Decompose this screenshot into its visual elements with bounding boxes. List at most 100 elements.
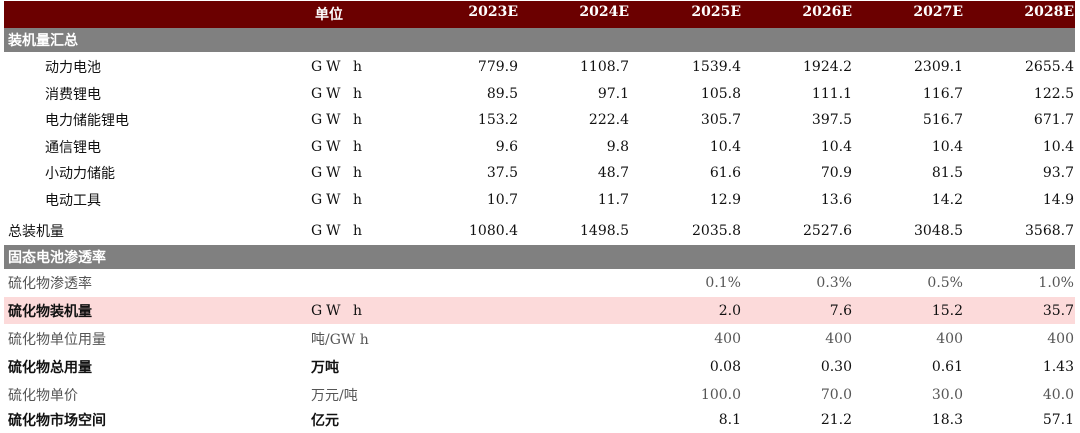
value-cell: 10.7 xyxy=(486,191,518,208)
value-cell: 2309.1 xyxy=(914,58,963,75)
value-cell: 57.1 xyxy=(1042,411,1074,428)
value-cell: 9.6 xyxy=(495,138,518,155)
value-cell: 70.0 xyxy=(820,386,852,403)
row-unit: GW h xyxy=(311,222,367,239)
value-cell: 7.6 xyxy=(829,302,852,319)
table-row: 消费锂电 GW h 89.5 97.1 105.8 111.1 116.7 12… xyxy=(4,80,1075,107)
value-cell: 0.5% xyxy=(927,274,963,291)
table-row: 电动工具 GW h 10.7 11.7 12.9 13.6 14.2 14.9 xyxy=(4,186,1075,213)
value-cell: 0.61 xyxy=(931,358,963,375)
value-cell: 10.4 xyxy=(1042,138,1074,155)
value-cell: 122.5 xyxy=(1033,85,1074,102)
table-row-total: 总装机量 GW h 1080.4 1498.5 2035.8 2527.6 30… xyxy=(4,217,1075,244)
value-cell: 2527.6 xyxy=(803,222,852,239)
row-unit: GW h xyxy=(311,111,367,128)
year-header-2023: 2023E xyxy=(468,4,518,20)
value-cell: 3568.7 xyxy=(1025,222,1074,239)
value-cell: 18.3 xyxy=(931,411,963,428)
value-cell: 8.1 xyxy=(718,411,741,428)
value-cell: 1498.5 xyxy=(580,222,629,239)
value-cell: 2035.8 xyxy=(692,222,741,239)
value-cell: 10.4 xyxy=(709,138,741,155)
value-cell: 93.7 xyxy=(1042,164,1074,181)
row-label: 硫化物单位用量 xyxy=(8,331,106,348)
value-cell: 1.0% xyxy=(1038,274,1074,291)
value-cell: 1108.7 xyxy=(580,58,629,75)
row-unit: GW h xyxy=(311,302,367,319)
table-row: 通信锂电 GW h 9.6 9.8 10.4 10.4 10.4 10.4 xyxy=(4,133,1075,160)
value-cell: 48.7 xyxy=(597,164,629,181)
row-unit: GW h xyxy=(311,164,367,181)
value-cell: 779.9 xyxy=(477,58,518,75)
table-row: 动力电池 GW h 779.9 1108.7 1539.4 1924.2 230… xyxy=(4,53,1075,80)
value-cell: 21.2 xyxy=(820,411,852,428)
table-row: 电力储能锂电 GW h 153.2 222.4 305.7 397.5 516.… xyxy=(4,106,1075,133)
section-header-solid-state: 固态电池渗透率 xyxy=(4,245,1075,269)
row-label: 电动工具 xyxy=(45,192,101,209)
year-header-2026: 2026E xyxy=(802,4,852,20)
unit-column-header: 单位 xyxy=(315,7,343,23)
value-cell: 10.4 xyxy=(931,138,963,155)
value-cell: 14.2 xyxy=(931,191,963,208)
row-unit: 万吨 xyxy=(311,359,339,376)
value-cell: 13.6 xyxy=(820,191,852,208)
year-header-2028: 2028E xyxy=(1024,4,1074,20)
row-unit: 万元/吨 xyxy=(311,387,358,404)
value-cell: 222.4 xyxy=(588,111,629,128)
value-cell: 397.5 xyxy=(811,111,852,128)
row-label: 动力电池 xyxy=(45,59,101,76)
value-cell: 2.0 xyxy=(718,302,741,319)
value-cell: 61.6 xyxy=(709,164,741,181)
value-cell: 12.9 xyxy=(709,191,741,208)
value-cell: 10.4 xyxy=(820,138,852,155)
year-header-2024: 2024E xyxy=(579,4,629,20)
value-cell: 516.7 xyxy=(922,111,963,128)
row-label: 硫化物总用量 xyxy=(8,359,92,376)
value-cell: 1.43 xyxy=(1042,358,1074,375)
row-unit: 亿元 xyxy=(311,412,339,429)
section-header-installations: 装机量汇总 xyxy=(4,28,1075,52)
value-cell: 11.7 xyxy=(597,191,629,208)
row-label: 硫化物市场空间 xyxy=(8,412,106,429)
table-row: 硫化物单价 万元/吨 100.0 70.0 30.0 40.0 xyxy=(4,381,1075,408)
value-cell: 14.9 xyxy=(1042,191,1074,208)
value-cell: 2655.4 xyxy=(1025,58,1074,75)
value-cell: 3048.5 xyxy=(914,222,963,239)
row-label: 硫化物装机量 xyxy=(8,303,92,320)
table-row: 硫化物渗透率 0.1% 0.3% 0.5% 1.0% xyxy=(4,269,1075,296)
value-cell: 1080.4 xyxy=(469,222,518,239)
value-cell: 671.7 xyxy=(1033,111,1074,128)
value-cell: 0.30 xyxy=(820,358,852,375)
value-cell: 400 xyxy=(1047,330,1074,347)
row-unit: 吨/GW h xyxy=(311,331,369,348)
value-cell: 153.2 xyxy=(477,111,518,128)
row-unit: GW h xyxy=(311,138,367,155)
value-cell: 100.0 xyxy=(700,386,741,403)
value-cell: 0.1% xyxy=(705,274,741,291)
value-cell: 105.8 xyxy=(700,85,741,102)
value-cell: 0.3% xyxy=(816,274,852,291)
row-label: 硫化物单价 xyxy=(8,387,78,404)
year-header-2025: 2025E xyxy=(691,4,741,20)
value-cell: 400 xyxy=(825,330,852,347)
value-cell: 15.2 xyxy=(931,302,963,319)
year-header-2027: 2027E xyxy=(913,4,963,20)
table-row: 小动力储能 GW h 37.5 48.7 61.6 70.9 81.5 93.7 xyxy=(4,159,1075,186)
table-row-highlighted: 硫化物装机量 GW h 2.0 7.6 15.2 35.7 xyxy=(4,297,1075,324)
row-unit: GW h xyxy=(311,85,367,102)
value-cell: 40.0 xyxy=(1042,386,1074,403)
row-label: 消费锂电 xyxy=(45,86,101,103)
value-cell: 9.8 xyxy=(606,138,629,155)
value-cell: 70.9 xyxy=(820,164,852,181)
row-label: 小动力储能 xyxy=(45,165,115,182)
row-unit: GW h xyxy=(311,191,367,208)
row-label: 硫化物渗透率 xyxy=(8,275,92,292)
value-cell: 97.1 xyxy=(597,85,629,102)
row-unit: GW h xyxy=(311,58,367,75)
row-label: 总装机量 xyxy=(8,223,64,240)
value-cell: 111.1 xyxy=(811,85,852,102)
value-cell: 81.5 xyxy=(931,164,963,181)
section-title: 固态电池渗透率 xyxy=(8,250,106,266)
value-cell: 1539.4 xyxy=(692,58,741,75)
value-cell: 400 xyxy=(936,330,963,347)
